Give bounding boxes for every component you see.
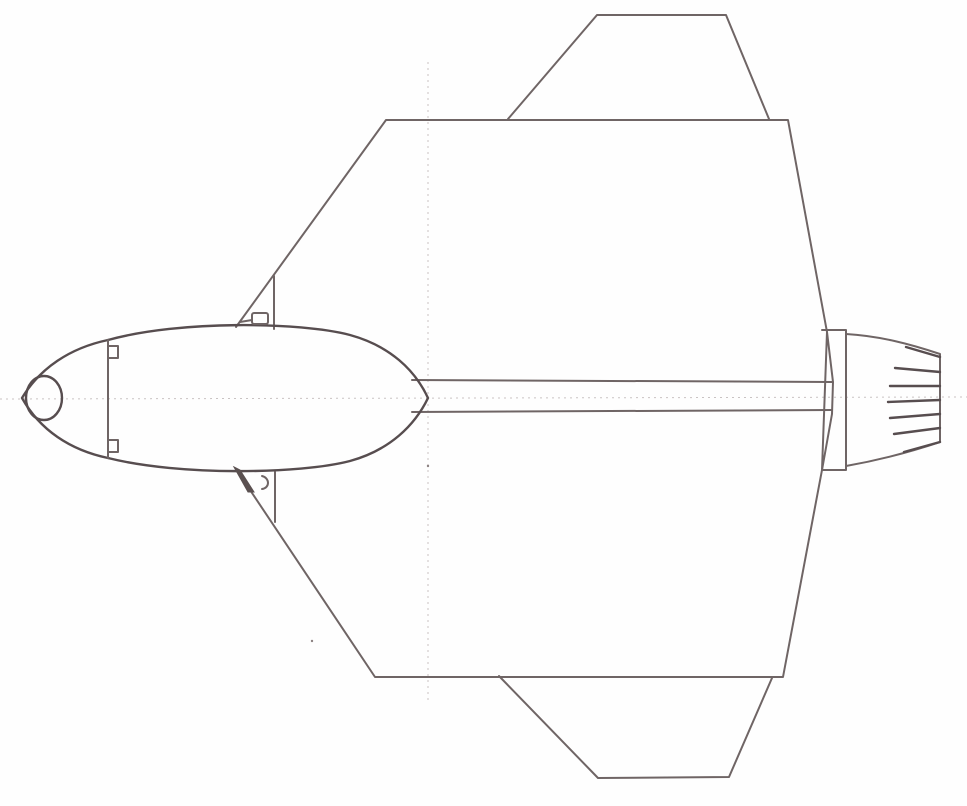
engine-exhaust-housing bbox=[845, 333, 941, 467]
spine-upper-line bbox=[411, 379, 833, 383]
lower-tail-fin bbox=[498, 675, 773, 779]
exhaust-nozzle-spikes bbox=[886, 345, 942, 454]
upper-tail-fin bbox=[507, 14, 770, 120]
exhaust-spike bbox=[902, 440, 942, 454]
upper-bracket-mark bbox=[107, 345, 119, 359]
pencil-speck bbox=[310, 639, 314, 643]
exhaust-spike bbox=[904, 345, 942, 359]
spine-lower-line bbox=[411, 409, 833, 413]
upper-hardpoint-mark bbox=[251, 312, 269, 325]
exhaust-spike bbox=[886, 398, 942, 404]
lower-hardpoint-mark bbox=[261, 475, 269, 490]
upper-hardpoint-line bbox=[239, 319, 253, 323]
exhaust-spike bbox=[888, 412, 942, 420]
lower-bracket-mark bbox=[107, 439, 119, 453]
exhaust-spike bbox=[892, 426, 942, 436]
nose-cone bbox=[20, 338, 110, 460]
canopy-outline bbox=[106, 323, 430, 473]
exhaust-spike bbox=[893, 366, 942, 374]
engine-mount bbox=[821, 329, 847, 471]
rear-separator-line bbox=[821, 331, 828, 471]
nose-intake-ring bbox=[24, 374, 64, 422]
main-wing-outline bbox=[235, 119, 834, 678]
lower-wing-shading bbox=[232, 465, 255, 493]
horizontal-guide-line bbox=[0, 396, 967, 400]
pencil-speck bbox=[426, 464, 430, 468]
